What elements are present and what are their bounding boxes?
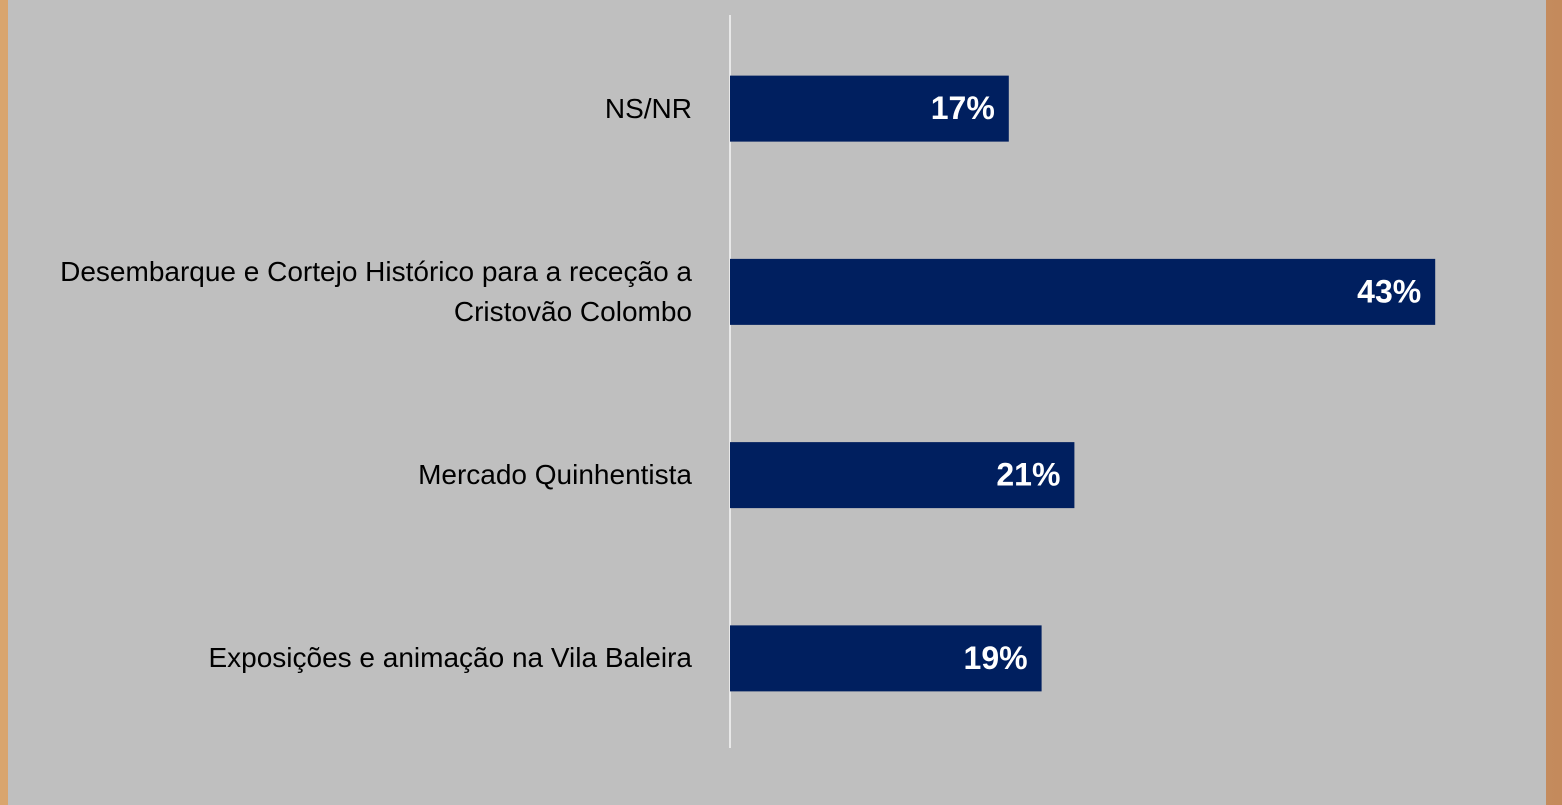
bar <box>730 258 1436 325</box>
bar <box>730 442 1075 509</box>
category-label: Desembarque e Cortejo Histórico para a r… <box>60 255 692 327</box>
category-label: Exposições e animação na Vila Baleira <box>208 642 692 674</box>
category-label: Mercado Quinhentista <box>418 459 692 491</box>
value-label: 19% <box>964 640 1028 676</box>
value-label: 21% <box>996 457 1060 493</box>
bar <box>730 75 1009 142</box>
value-label: 43% <box>1357 273 1421 309</box>
value-label: 17% <box>931 90 995 126</box>
category-label: NS/NR <box>604 92 692 124</box>
bar <box>730 625 1042 692</box>
